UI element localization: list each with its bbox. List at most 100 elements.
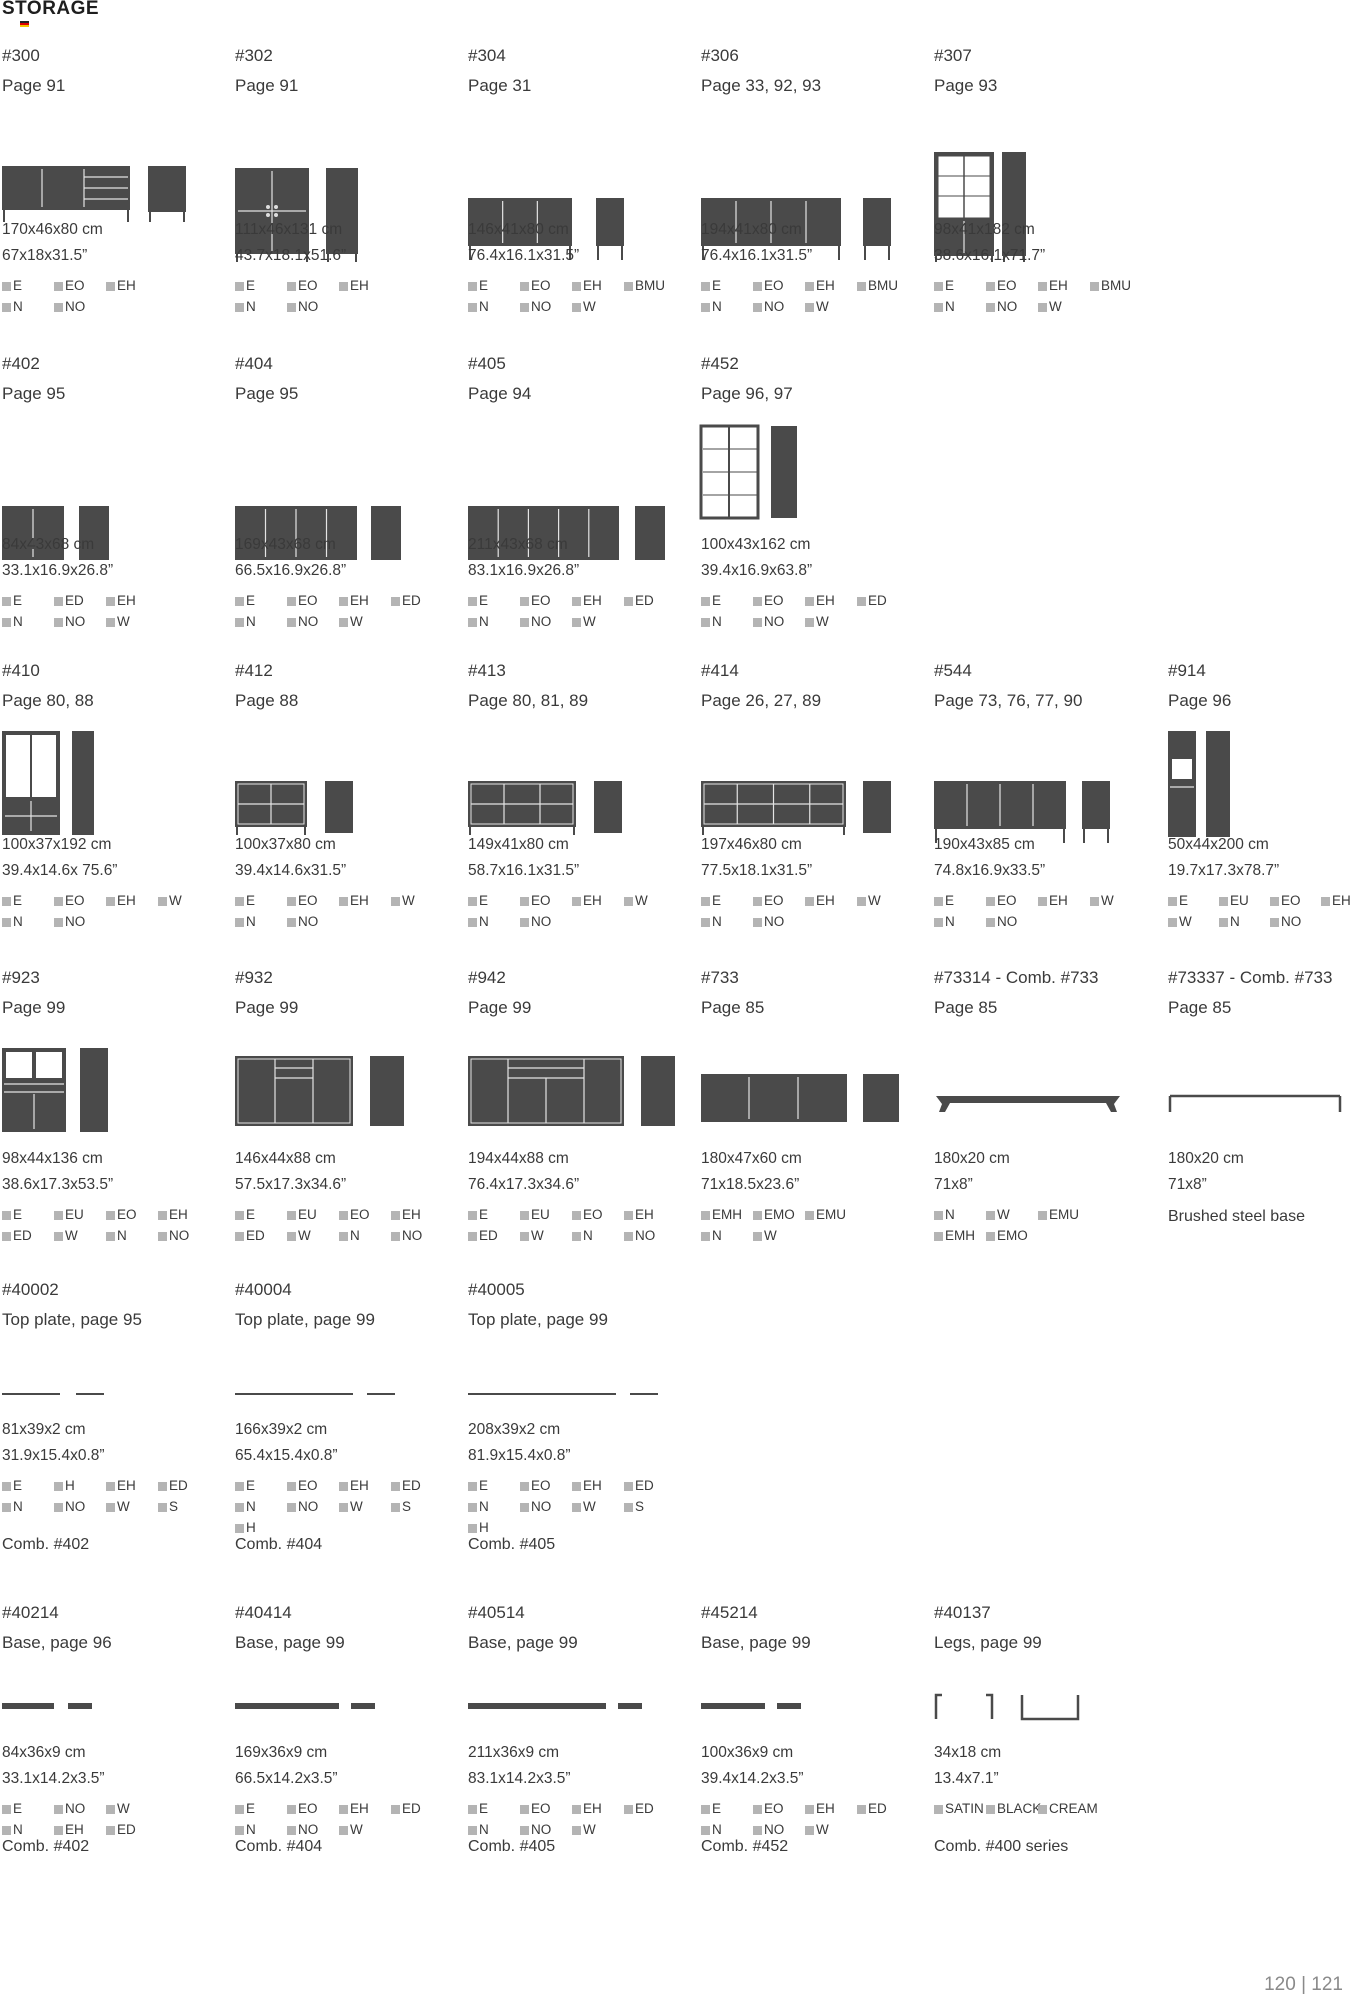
finish-code: EH (117, 893, 136, 908)
finish-code: EMO (997, 1228, 1028, 1243)
finish-option: BMU (1090, 275, 1131, 296)
finish-option: E (235, 1204, 255, 1225)
product-note: Brushed steel base (1168, 1208, 1305, 1225)
swatch-icon (1090, 282, 1099, 291)
finish-option: E (235, 890, 255, 911)
finish-code: E (945, 278, 955, 293)
finish-code: EH (169, 1207, 188, 1222)
finish-option: N (235, 911, 256, 932)
product-code: #402 (2, 354, 40, 373)
finish-option: W (339, 1496, 363, 1517)
swatch-icon (391, 1503, 400, 1512)
finish-code: H (65, 1478, 75, 1493)
finish-code: E (246, 278, 256, 293)
product-code: #932 (235, 968, 273, 987)
product-page-ref: Page 85 (1168, 998, 1232, 1017)
swatch-icon (805, 282, 814, 291)
finish-code: EH (350, 1478, 369, 1493)
finish-code: S (402, 1499, 412, 1514)
swatch-icon (701, 1826, 710, 1835)
finish-option: W (624, 890, 648, 911)
swatch-icon (287, 1826, 296, 1835)
finish-option: EO (753, 890, 784, 911)
swatch-icon (468, 1503, 477, 1512)
product-drawing-icon (934, 731, 1154, 886)
finish-code: EO (531, 593, 551, 608)
dimensions-inch: 71x8” (934, 1176, 973, 1193)
finish-option: N (235, 1496, 256, 1517)
finish-code: EO (298, 1801, 318, 1816)
finish-option: EMH (934, 1225, 975, 1246)
swatch-icon (468, 918, 477, 927)
product-page-ref: Page 31 (468, 76, 532, 95)
finish-option: N (572, 1225, 593, 1246)
product-item: #544 Page 73, 76, 77, 90 190x43x85 cm 74.8x… (934, 661, 1159, 961)
product-drawing-icon (468, 426, 668, 571)
dimensions-inch: 83.1x14.2x3.5” (468, 1770, 571, 1787)
finish-option: ED (391, 1798, 421, 1819)
finish-code: BMU (868, 278, 898, 293)
finish-option: N (2, 296, 23, 317)
finish-option: N (468, 1819, 489, 1840)
dimensions-cm: 166x39x2 cm (235, 1421, 328, 1438)
product-item: #413 Page 80, 81, 89 149x41x80 cm 58.7x16.1… (468, 661, 693, 961)
dimensions-inch: 39.4x14.6x31.5” (235, 862, 347, 879)
swatch-icon (701, 1211, 710, 1220)
language-flag-icon (20, 21, 29, 28)
finish-code: EH (816, 278, 835, 293)
swatch-icon (468, 303, 477, 312)
swatch-icon (934, 897, 943, 906)
finish-code: E (13, 1207, 23, 1222)
product-drawing-icon (235, 1038, 435, 1143)
finish-code: ED (402, 593, 421, 608)
swatch-icon (287, 1805, 296, 1814)
swatch-icon (1219, 897, 1228, 906)
product-page-ref: Page 85 (934, 998, 998, 1017)
combination-ref: Comb. #405 (468, 1838, 556, 1855)
finish-option: ED (106, 1819, 136, 1840)
finish-code: EMH (945, 1228, 975, 1243)
product-page-ref: Page 88 (235, 691, 299, 710)
product-item: #302 Page 91 111x46x131 cm 43.7x18.1x51.6” E… (235, 46, 460, 346)
dimensions-cm: 100x43x162 cm (701, 536, 811, 553)
finish-option: W (391, 890, 415, 911)
product-code: #923 (2, 968, 40, 987)
finish-code: EU (65, 1207, 84, 1222)
product-page-ref: Page 91 (235, 76, 299, 95)
finish-code: ED (65, 593, 84, 608)
product-drawing-icon (934, 1673, 1134, 1738)
swatch-icon (235, 282, 244, 291)
finish-code: W (1179, 914, 1192, 929)
finish-code: W (583, 614, 596, 629)
swatch-icon (520, 1503, 529, 1512)
finish-code: E (13, 893, 23, 908)
dimensions-cm: 169x36x9 cm (235, 1744, 328, 1761)
finish-code: EO (350, 1207, 370, 1222)
swatch-icon (1168, 897, 1177, 906)
finish-code: N (246, 299, 256, 314)
swatch-icon (287, 618, 296, 627)
finish-code: EH (65, 1822, 84, 1837)
swatch-icon (520, 618, 529, 627)
finish-option: H (54, 1475, 75, 1496)
swatch-icon (753, 597, 762, 606)
finish-option: N (701, 911, 722, 932)
swatch-icon (2, 1232, 11, 1241)
dimensions-cm: 98x44x136 cm (2, 1150, 103, 1167)
finish-option: W (54, 1225, 78, 1246)
swatch-icon (287, 282, 296, 291)
finish-option: EH (391, 1204, 421, 1225)
swatch-icon (158, 1482, 167, 1491)
finish-option: CREAM (1038, 1798, 1098, 1819)
swatch-icon (54, 1805, 63, 1814)
swatch-icon (391, 897, 400, 906)
finish-option: NO (986, 296, 1017, 317)
swatch-icon (572, 1805, 581, 1814)
swatch-icon (572, 1211, 581, 1220)
swatch-icon (106, 618, 115, 627)
product-code: #914 (1168, 661, 1206, 680)
finish-option: EO (1270, 890, 1301, 911)
swatch-icon (287, 1503, 296, 1512)
product-item: #304 Page 31 146x41x80 cm 76.4x16.1x31.5” E E… (468, 46, 693, 346)
finish-code: N (479, 614, 489, 629)
